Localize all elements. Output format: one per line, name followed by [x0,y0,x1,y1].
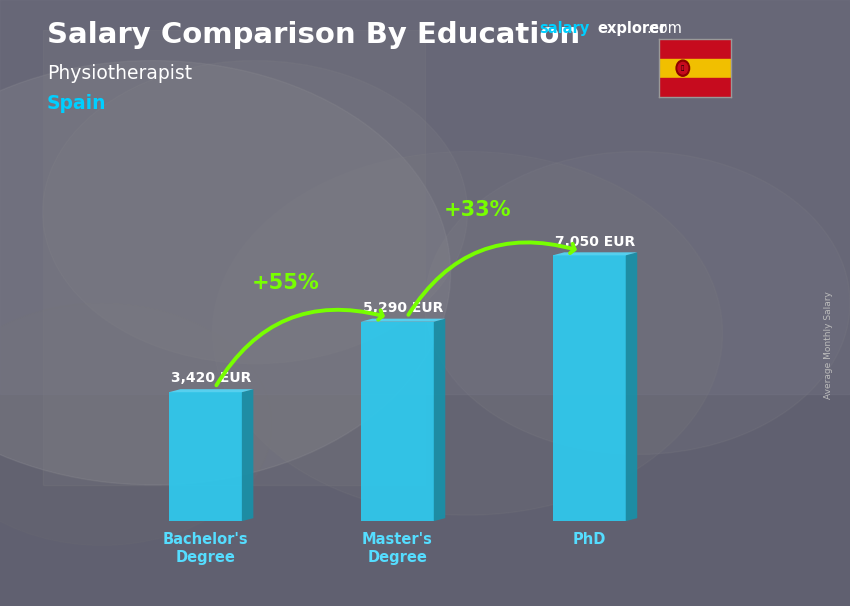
Polygon shape [626,252,638,521]
Polygon shape [361,319,445,322]
Text: 7,050 EUR: 7,050 EUR [555,235,635,248]
Polygon shape [434,319,445,521]
Text: .com: .com [647,21,683,36]
Circle shape [212,152,722,515]
Text: 3,420 EUR: 3,420 EUR [171,371,252,385]
Circle shape [552,303,850,545]
Polygon shape [552,252,638,255]
Bar [659,39,731,59]
Bar [42,30,425,485]
Text: +55%: +55% [252,273,320,293]
Bar [169,392,242,521]
Text: salary: salary [540,21,590,36]
Text: 🦅: 🦅 [681,65,684,71]
Text: 5,290 EUR: 5,290 EUR [363,301,443,315]
Text: Salary Comparison By Education: Salary Comparison By Education [47,21,580,49]
Bar [659,78,731,97]
Bar [659,59,731,78]
Bar [552,255,626,521]
Text: Spain: Spain [47,94,106,113]
Circle shape [42,61,468,364]
Circle shape [676,60,689,76]
Text: Physiotherapist: Physiotherapist [47,64,192,82]
Circle shape [678,62,688,74]
Bar [0,0,850,394]
Text: Average Monthly Salary: Average Monthly Salary [824,291,833,399]
Text: +33%: +33% [445,199,512,219]
Circle shape [0,303,272,545]
Text: explorer: explorer [598,21,667,36]
Bar [361,322,434,521]
Circle shape [0,61,450,485]
Polygon shape [169,389,253,392]
Polygon shape [242,389,253,521]
Circle shape [425,152,850,454]
